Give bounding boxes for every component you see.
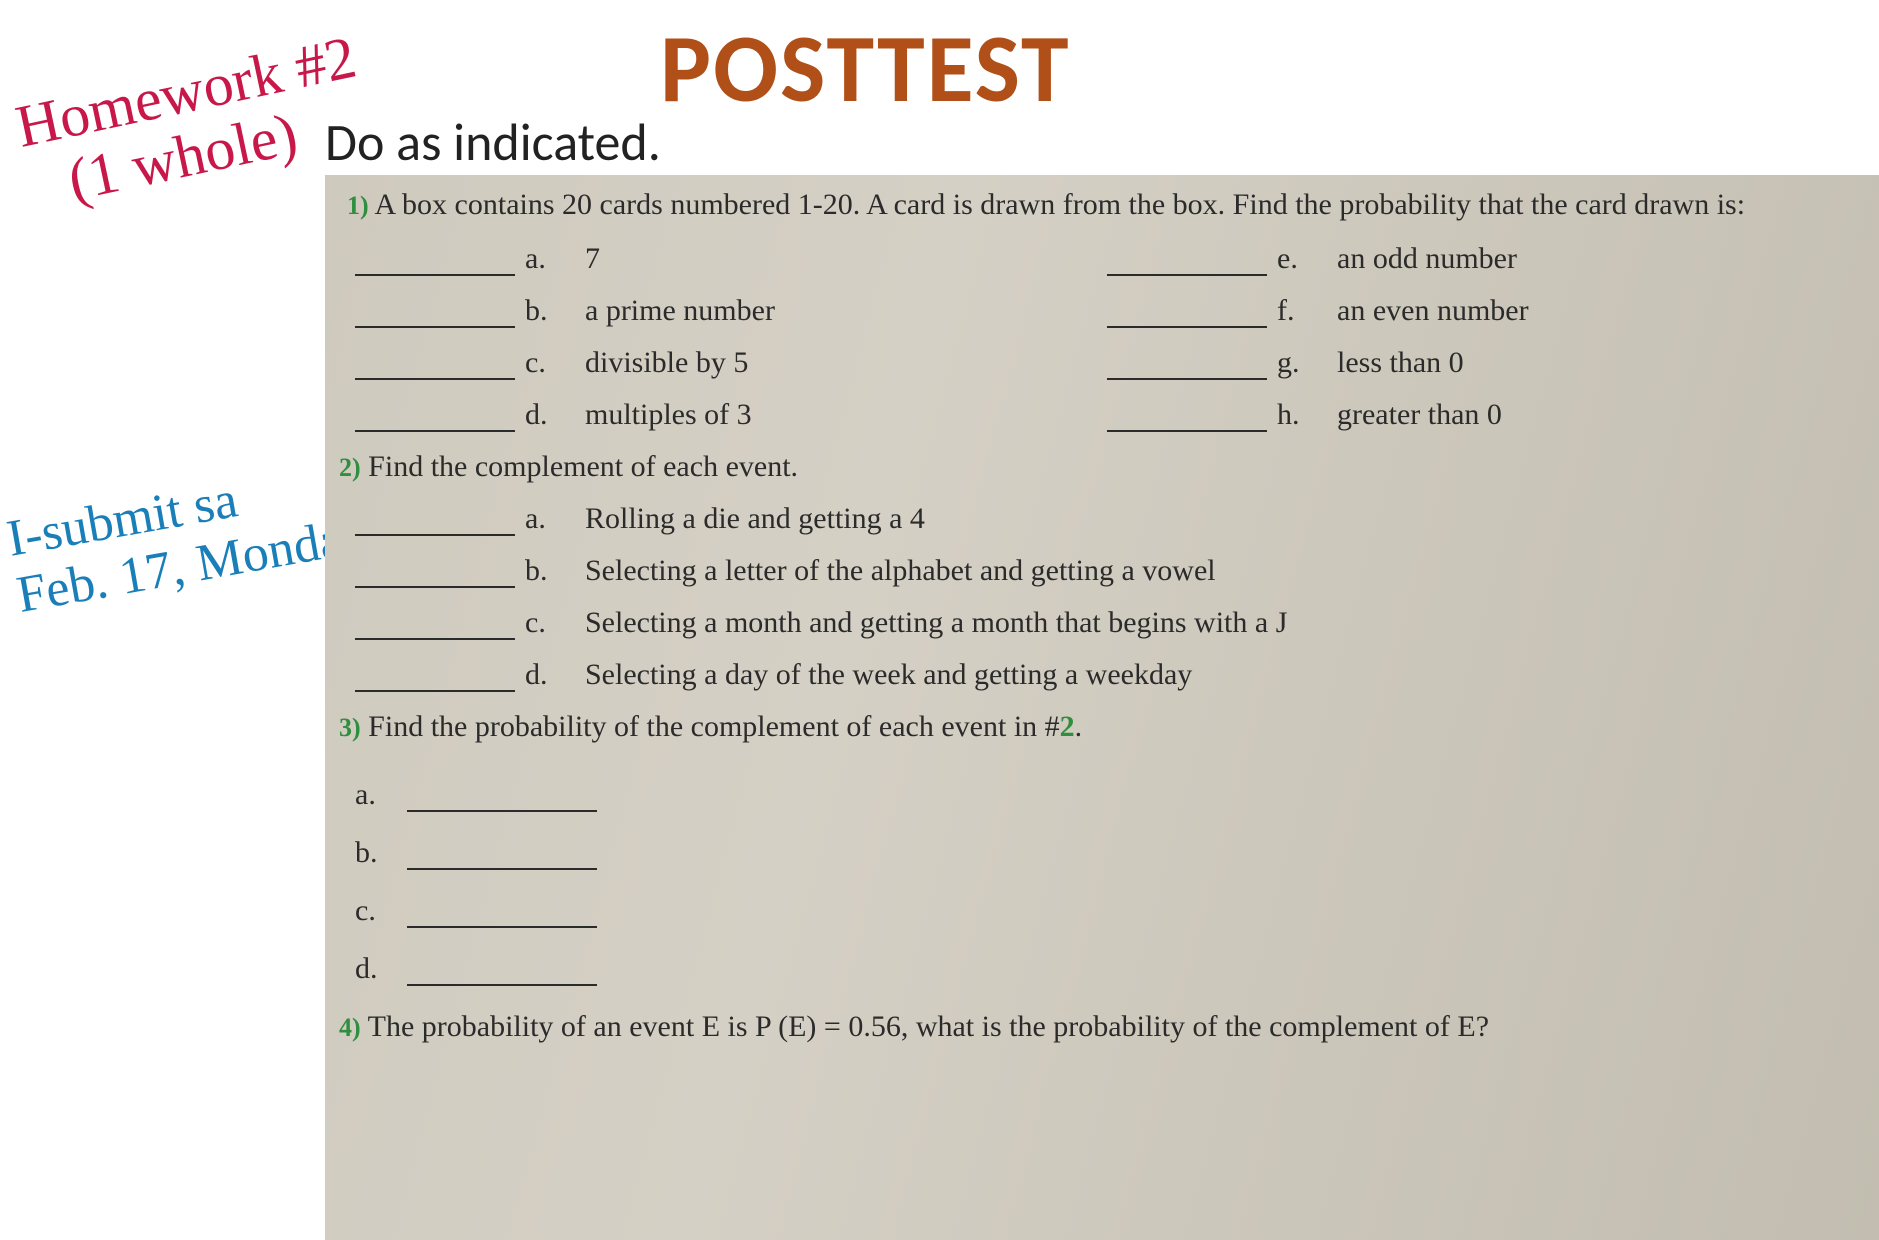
q3-answers: a. b. c. d. — [325, 744, 1879, 986]
q3-letter-c: c. — [355, 894, 395, 928]
q1-prompt: 1) A box contains 20 cards numbered 1-20… — [325, 175, 1879, 224]
q2-letter-a: a. — [525, 502, 575, 536]
q3-blank-d[interactable] — [407, 954, 597, 986]
q1-blank-h[interactable] — [1107, 400, 1267, 432]
q2-blank-c[interactable] — [355, 608, 515, 640]
q1-prompt-text: A box contains 20 cards numbered 1-20. A… — [375, 188, 1746, 221]
q2-heading-text: Find the complement of each event. — [368, 450, 798, 483]
handwritten-note-blue: I-submit sa Feb. 17, Monday — [3, 450, 373, 624]
q4: 4) The probability of an event E is P (E… — [325, 986, 1879, 1044]
q2-blank-a[interactable] — [355, 504, 515, 536]
q1-item-c: divisible by 5 — [585, 346, 1097, 380]
q2-blank-b[interactable] — [355, 556, 515, 588]
q1-blank-a[interactable] — [355, 244, 515, 276]
q2-item-b: Selecting a letter of the alphabet and g… — [585, 554, 1849, 588]
q2-item-d: Selecting a day of the week and getting … — [585, 658, 1849, 692]
q1-letter-d: d. — [525, 398, 575, 432]
q1-blank-e[interactable] — [1107, 244, 1267, 276]
q2-heading: 2) Find the complement of each event. — [325, 432, 1879, 484]
q3-row-a: a. — [355, 778, 1849, 812]
q2-marker: 2) — [339, 453, 361, 482]
q3-heading-post: . — [1075, 710, 1083, 743]
worksheet-scan: 1) A box contains 20 cards numbered 1-20… — [325, 175, 1879, 1240]
q1-blank-g[interactable] — [1107, 348, 1267, 380]
q3-letter-a: a. — [355, 778, 395, 812]
instruction-text: Do as indicated. — [325, 110, 661, 174]
q3-blank-a[interactable] — [407, 780, 597, 812]
q1-blank-d[interactable] — [355, 400, 515, 432]
q3-row-c: c. — [355, 894, 1849, 928]
q2-letter-b: b. — [525, 554, 575, 588]
q1-item-f: an even number — [1337, 294, 1849, 328]
q1-marker: 1) — [347, 191, 369, 220]
q2-letter-c: c. — [525, 606, 575, 640]
q3-heading-pre: Find the probability of the complement o… — [368, 710, 1059, 743]
q3-blank-c[interactable] — [407, 896, 597, 928]
q2-row-c: c. Selecting a month and getting a month… — [325, 602, 1879, 640]
page-title: POSTTEST — [660, 10, 1071, 127]
q3-blank-b[interactable] — [407, 838, 597, 870]
q1-item-d: multiples of 3 — [585, 398, 1097, 432]
q1-item-h: greater than 0 — [1337, 398, 1849, 432]
q1-letter-e: e. — [1277, 242, 1327, 276]
q1-blank-f[interactable] — [1107, 296, 1267, 328]
q3-heading: 3) Find the probability of the complemen… — [325, 692, 1879, 744]
q3-row-d: d. — [355, 952, 1849, 986]
q1-letter-h: h. — [1277, 398, 1327, 432]
q1-blank-b[interactable] — [355, 296, 515, 328]
q1-item-g: less than 0 — [1337, 346, 1849, 380]
q1-item-b: a prime number — [585, 294, 1097, 328]
q2-row-a: a. Rolling a die and getting a 4 — [325, 498, 1879, 536]
q3-letter-b: b. — [355, 836, 395, 870]
q3-marker: 3) — [339, 713, 361, 742]
q1-row-ae: a. 7 e. an odd number — [325, 238, 1879, 276]
q3-ref-number: 2 — [1060, 710, 1075, 743]
q2-letter-d: d. — [525, 658, 575, 692]
q1-row-bf: b. a prime number f. an even number — [325, 290, 1879, 328]
q4-marker: 4) — [339, 1013, 361, 1042]
q1-letter-b: b. — [525, 294, 575, 328]
q1-row-dh: d. multiples of 3 h. greater than 0 — [325, 394, 1879, 432]
q1-row-cg: c. divisible by 5 g. less than 0 — [325, 342, 1879, 380]
q4-text: The probability of an event E is P (E) =… — [368, 1010, 1489, 1043]
q2-item-a: Rolling a die and getting a 4 — [585, 502, 1849, 536]
q1-blank-c[interactable] — [355, 348, 515, 380]
q1-letter-f: f. — [1277, 294, 1327, 328]
q1-letter-c: c. — [525, 346, 575, 380]
q2-blank-d[interactable] — [355, 660, 515, 692]
q2-row-d: d. Selecting a day of the week and getti… — [325, 654, 1879, 692]
handwritten-note-red: Homework #2 (1 whole) — [11, 26, 375, 221]
q1-letter-g: g. — [1277, 346, 1327, 380]
q2-row-b: b. Selecting a letter of the alphabet an… — [325, 550, 1879, 588]
q3-letter-d: d. — [355, 952, 395, 986]
q1-letter-a: a. — [525, 242, 575, 276]
q2-item-c: Selecting a month and getting a month th… — [585, 606, 1849, 640]
q1-item-a: 7 — [585, 242, 1097, 276]
q3-row-b: b. — [355, 836, 1849, 870]
q1-item-e: an odd number — [1337, 242, 1849, 276]
